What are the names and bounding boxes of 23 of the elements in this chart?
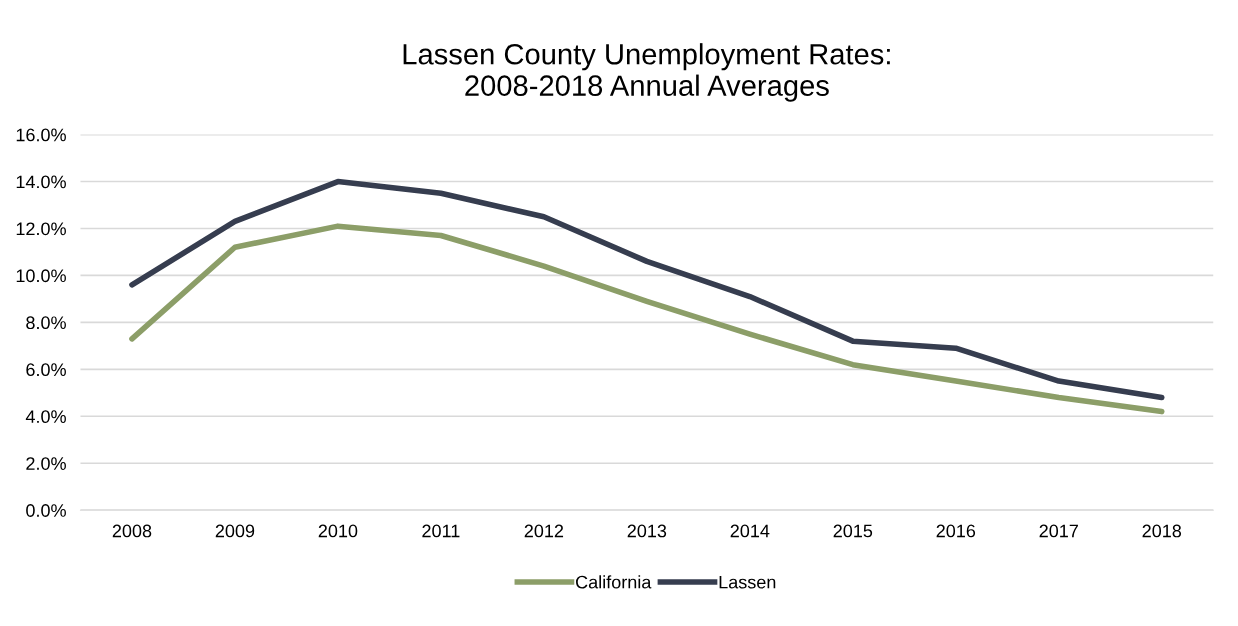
y-tick-label: 6.0% (26, 363, 66, 377)
y-tick-label: 8.0% (26, 316, 66, 330)
y-tick-label: 2.0% (26, 457, 66, 470)
x-tick-label: 2009 (215, 524, 255, 538)
x-tick-label: 2013 (627, 524, 667, 538)
y-tick-label: 4.0% (25, 410, 66, 424)
chart-title: Lassen County Unemployment Rates: 2008-2018 Annual Averages (403, 43, 890, 102)
legend-label: California (576, 575, 652, 589)
x-tick-label: 2018 (1142, 524, 1182, 538)
x-tick-label: 2008 (112, 524, 152, 538)
y-tick-label: 10.0% (16, 269, 66, 283)
x-tick-label: 2016 (936, 524, 976, 538)
legend-label: Lassen (719, 575, 776, 589)
x-tick-label: 2010 (318, 524, 358, 538)
y-tick-label: 12.0% (16, 222, 66, 236)
y-tick-label: 0.0% (26, 504, 66, 517)
x-tick-label: 2011 (422, 524, 460, 538)
x-tick-label: 2017 (1039, 524, 1078, 538)
x-tick-label: 2012 (524, 524, 564, 538)
x-tick-label: 2015 (833, 524, 873, 538)
x-tick-label: 2014 (730, 524, 770, 538)
y-tick-label: 14.0% (16, 175, 66, 189)
y-tick-label: 16.0% (16, 128, 66, 142)
